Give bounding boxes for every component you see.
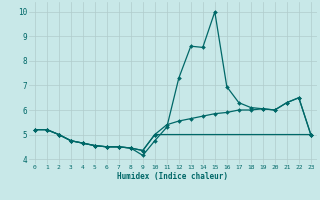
X-axis label: Humidex (Indice chaleur): Humidex (Indice chaleur) [117,172,228,181]
